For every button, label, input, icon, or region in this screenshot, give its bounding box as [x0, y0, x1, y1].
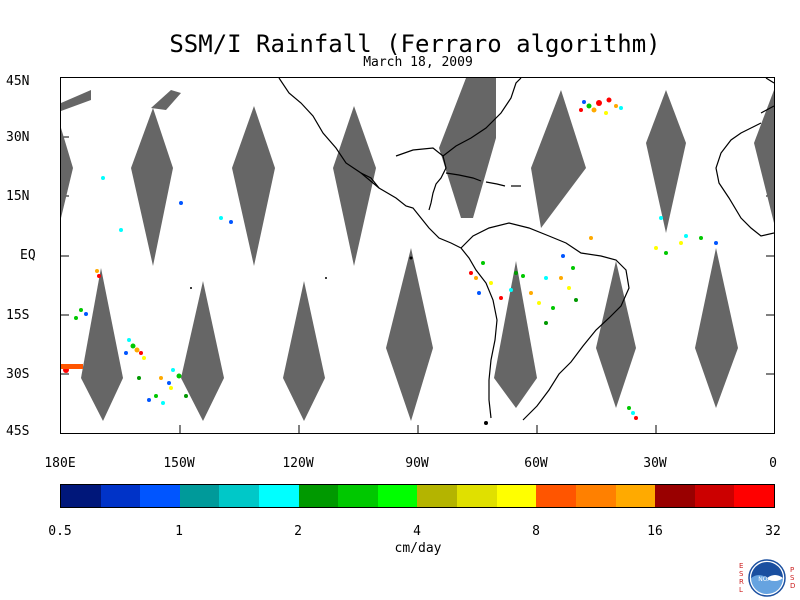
lat-label-45s: 45S [6, 424, 30, 439]
map-date: March 18, 2009 [363, 55, 473, 70]
colorbar-swatch-12 [536, 485, 576, 507]
lat-label-15n: 15N [6, 189, 30, 204]
swath-gaps [61, 78, 774, 421]
coastlines [278, 78, 774, 421]
colorbar-swatch-0 [61, 485, 101, 507]
colorbar-tick-32: 32 [765, 524, 781, 539]
svg-text:NOAA: NOAA [758, 576, 776, 583]
svg-text:D: D [790, 582, 795, 590]
map-title: SSM/I Rainfall (Ferraro algorithm) [169, 30, 661, 58]
colorbar-swatch-11 [496, 485, 537, 507]
colorbar-tick-2: 2 [294, 524, 302, 539]
colorbar-units: cm/day [394, 541, 442, 556]
lon-label-60w: 60W [524, 456, 548, 471]
lon-label-90w: 90W [405, 456, 429, 471]
lon-label-30w: 30W [643, 456, 667, 471]
lat-label-15s: 15S [6, 308, 30, 323]
colorbar-swatch-7 [338, 485, 378, 507]
lat-label-30n: 30N [6, 130, 30, 145]
lon-label-0: 0 [769, 456, 777, 471]
colorbar-tick-16: 16 [647, 524, 663, 539]
svg-text:E: E [739, 562, 743, 570]
colorbar-tick-4: 4 [413, 524, 421, 539]
svg-text:S: S [790, 574, 795, 582]
colorbar-swatch-13 [575, 485, 616, 507]
colorbar-swatch-9 [417, 485, 458, 507]
lat-label-eq: EQ [20, 248, 36, 263]
colorbar [60, 484, 775, 508]
lon-label-120w: 120W [282, 456, 314, 471]
colorbar-swatch-8 [377, 485, 418, 507]
svg-text:P: P [790, 566, 794, 574]
colorbar-swatch-15 [655, 485, 695, 507]
rainfall-map [60, 77, 775, 434]
svg-text:R: R [739, 578, 744, 586]
colorbar-swatch-6 [298, 485, 339, 507]
rain-cells [61, 97, 718, 425]
colorbar-swatch-4 [219, 485, 260, 507]
colorbar-swatch-3 [179, 485, 220, 507]
colorbar-swatch-17 [734, 485, 774, 507]
colorbar-swatch-1 [100, 485, 141, 507]
colorbar-tick-8: 8 [532, 524, 540, 539]
svg-text:S: S [739, 570, 744, 578]
colorbar-swatch-10 [457, 485, 497, 507]
lon-label-180e: 180E [44, 456, 76, 471]
map-canvas [61, 78, 774, 433]
colorbar-swatch-14 [615, 485, 656, 507]
lat-label-30s: 30S [6, 367, 30, 382]
colorbar-swatch-16 [694, 485, 735, 507]
colorbar-swatch-5 [259, 485, 299, 507]
lon-label-150w: 150W [163, 456, 195, 471]
colorbar-tick-1: 1 [175, 524, 183, 539]
lat-label-45n: 45N [6, 74, 30, 89]
colorbar-swatch-2 [140, 485, 180, 507]
colorbar-tick-0-5: 0.5 [48, 524, 72, 539]
svg-text:L: L [739, 586, 743, 594]
